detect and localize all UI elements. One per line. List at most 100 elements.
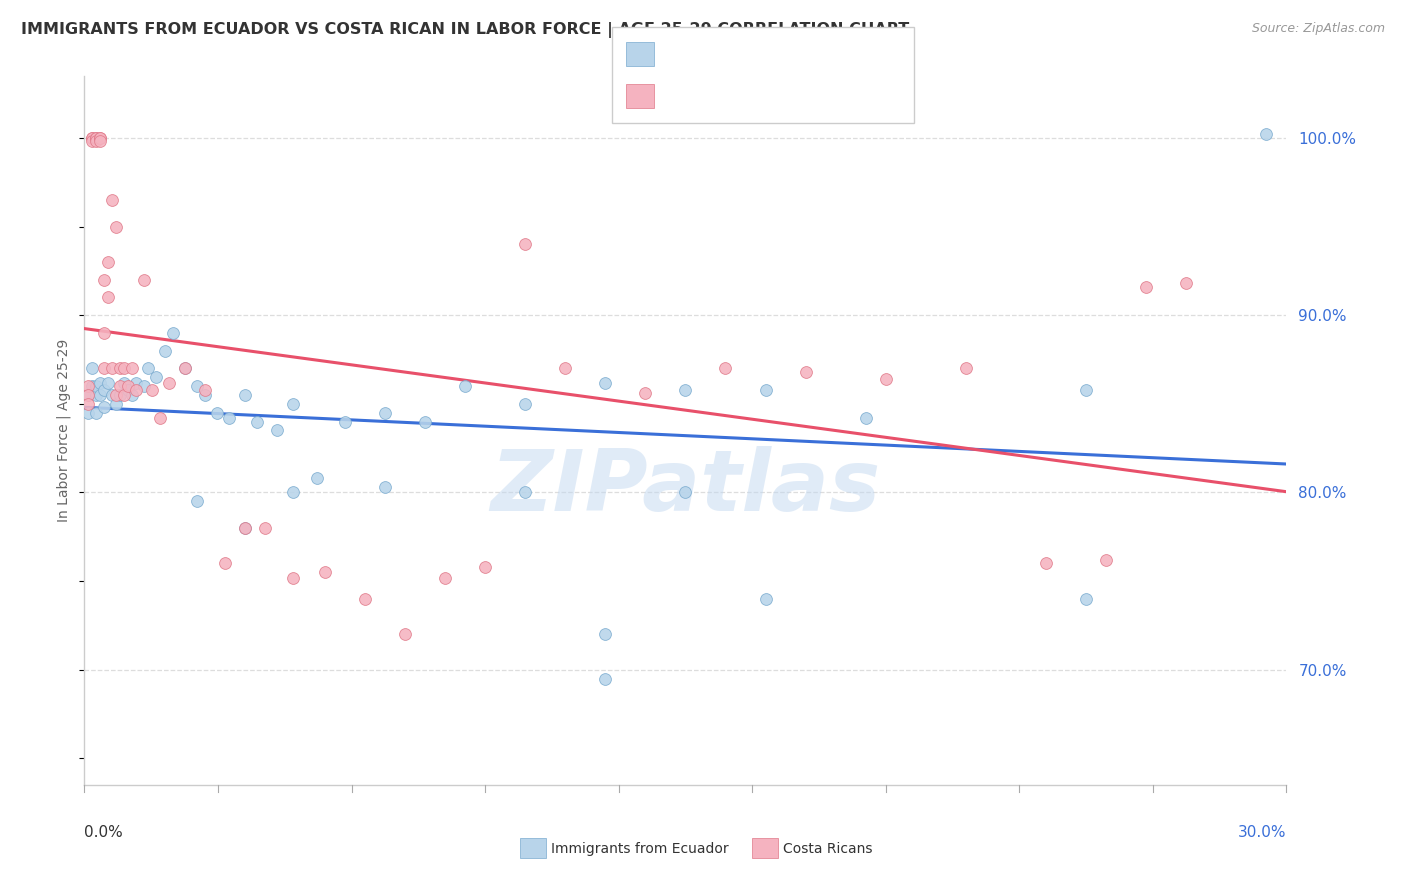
Point	[281, 397, 304, 411]
Point	[82, 135, 104, 149]
Point	[634, 386, 657, 401]
Point	[114, 361, 135, 376]
Point	[86, 379, 108, 393]
Text: 45: 45	[790, 45, 813, 62]
Point	[134, 379, 156, 393]
Point	[101, 388, 124, 402]
Point	[97, 255, 120, 269]
Point	[162, 326, 184, 340]
Point	[214, 557, 236, 571]
Point	[89, 131, 111, 145]
Point	[1095, 553, 1118, 567]
Text: Costa Ricans: Costa Ricans	[783, 842, 873, 856]
Point	[354, 591, 377, 606]
Point	[125, 376, 148, 390]
Point	[875, 372, 897, 386]
Point	[77, 406, 100, 420]
Point	[186, 494, 208, 508]
Point	[305, 471, 328, 485]
Point	[333, 415, 356, 429]
Point	[82, 131, 104, 145]
Text: 0.298: 0.298	[700, 87, 752, 105]
Point	[101, 361, 124, 376]
Point	[82, 131, 104, 145]
Point	[77, 379, 100, 393]
Point	[394, 627, 416, 641]
Point	[86, 406, 108, 420]
Point	[86, 388, 108, 402]
Point	[474, 560, 496, 574]
Point	[233, 521, 256, 535]
Text: Immigrants from Ecuador: Immigrants from Ecuador	[551, 842, 728, 856]
Point	[157, 376, 180, 390]
Point	[434, 570, 457, 584]
Point	[595, 627, 617, 641]
Point	[110, 388, 132, 402]
Point	[173, 361, 195, 376]
Point	[101, 193, 124, 207]
Y-axis label: In Labor Force | Age 25-29: In Labor Force | Age 25-29	[56, 339, 72, 522]
Point	[121, 361, 143, 376]
Point	[145, 370, 167, 384]
Point	[134, 273, 156, 287]
Point	[89, 376, 111, 390]
Point	[454, 379, 477, 393]
Point	[110, 361, 132, 376]
Point	[105, 388, 128, 402]
Point	[89, 388, 111, 402]
Point	[755, 591, 778, 606]
Point	[515, 485, 537, 500]
Point	[314, 566, 336, 580]
Point	[233, 521, 256, 535]
Point	[194, 383, 217, 397]
Text: 54: 54	[790, 87, 813, 105]
Point	[1035, 557, 1057, 571]
Point	[86, 131, 108, 145]
Point	[117, 383, 139, 397]
Point	[554, 361, 576, 376]
Point	[218, 411, 240, 425]
Point	[515, 397, 537, 411]
Point	[121, 388, 143, 402]
Point	[93, 361, 115, 376]
Text: Source: ZipAtlas.com: Source: ZipAtlas.com	[1251, 22, 1385, 36]
Text: N =: N =	[755, 87, 794, 105]
Point	[675, 383, 697, 397]
Point	[93, 273, 115, 287]
Point	[186, 379, 208, 393]
Point	[153, 343, 176, 358]
Point	[855, 411, 877, 425]
Point	[413, 415, 436, 429]
Text: R =: R =	[664, 87, 703, 105]
Point	[138, 361, 160, 376]
Point	[1256, 128, 1278, 142]
Point	[105, 219, 128, 234]
Point	[86, 135, 108, 149]
Text: R =: R =	[664, 45, 703, 62]
Point	[955, 361, 977, 376]
Point	[114, 388, 135, 402]
Point	[82, 361, 104, 376]
Point	[253, 521, 276, 535]
Point	[794, 365, 817, 379]
Point	[714, 361, 737, 376]
Point	[97, 290, 120, 304]
Text: IMMIGRANTS FROM ECUADOR VS COSTA RICAN IN LABOR FORCE | AGE 25-29 CORRELATION CH: IMMIGRANTS FROM ECUADOR VS COSTA RICAN I…	[21, 22, 910, 38]
Point	[1135, 280, 1157, 294]
Point	[173, 361, 195, 376]
Point	[93, 326, 115, 340]
Point	[105, 397, 128, 411]
Point	[281, 485, 304, 500]
Point	[93, 401, 115, 415]
Point	[246, 415, 269, 429]
Point	[89, 131, 111, 145]
Point	[117, 379, 139, 393]
Point	[77, 397, 100, 411]
Point	[141, 383, 163, 397]
Point	[86, 131, 108, 145]
Point	[755, 383, 778, 397]
Text: 0.132: 0.132	[700, 45, 752, 62]
Text: 30.0%: 30.0%	[1239, 825, 1286, 840]
Point	[675, 485, 697, 500]
Point	[77, 388, 100, 402]
